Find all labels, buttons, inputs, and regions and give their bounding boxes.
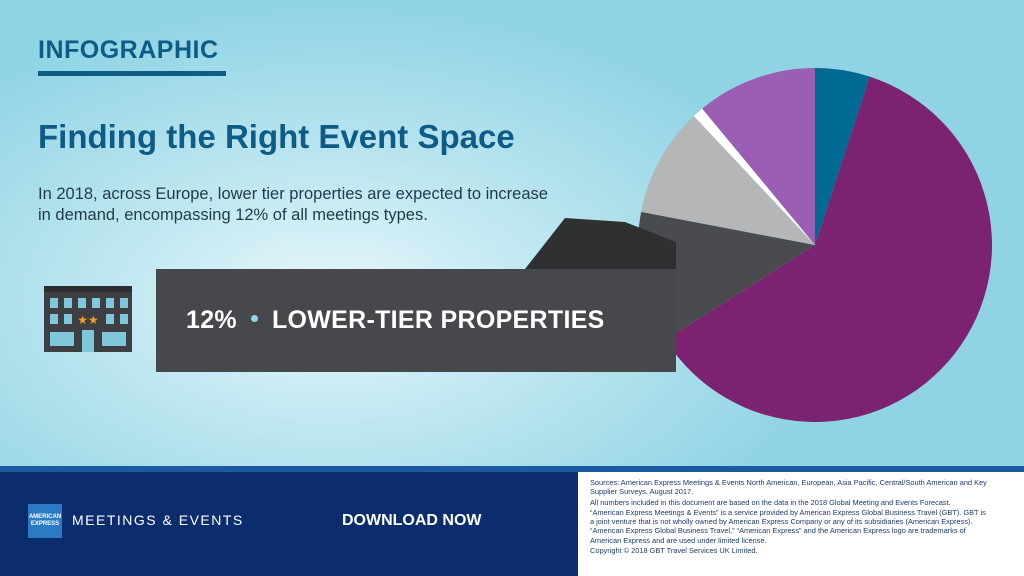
- fine-print-text: Sources: American Express Meetings & Eve…: [590, 478, 990, 556]
- banner-ribbon-fold: [525, 218, 676, 269]
- page-title: Finding the Right Event Space: [38, 118, 515, 155]
- infographic-panel: INFOGRAPHIC Finding the Right Event Spac…: [0, 0, 1024, 466]
- download-now-link[interactable]: DOWNLOAD NOW: [342, 512, 482, 529]
- svg-text:★★: ★★: [77, 313, 99, 327]
- lede-paragraph: In 2018, across Europe, lower tier prope…: [38, 185, 548, 224]
- pie-slice-0: [815, 68, 870, 245]
- bullet-dot: [250, 315, 258, 322]
- fine-print-panel: Sources: American Express Meetings & Eve…: [578, 472, 1024, 576]
- fine-print-data-note: All numbers included in this document ar…: [590, 497, 951, 507]
- pie-slice-3: [641, 115, 815, 245]
- brand-label: MEETINGS & EVENTS: [72, 512, 244, 528]
- american-express-logo[interactable]: AMERICAN EXPRESS: [28, 504, 62, 538]
- callout-text: 12% LOWER-TIER PROPERTIES: [186, 269, 605, 372]
- pie-slice-1: [665, 76, 993, 422]
- callout-label: LOWER-TIER PROPERTIES: [271, 306, 605, 334]
- pie-slice-4: [693, 108, 815, 245]
- fine-print-sources: Sources: American Express Meetings & Eve…: [590, 478, 987, 497]
- kicker-label: INFOGRAPHIC: [38, 36, 219, 64]
- pie-chart: [525, 68, 993, 422]
- pie-slice-5: [702, 68, 815, 245]
- pie-slice-2: [637, 211, 815, 340]
- callout-banner: 12% LOWER-TIER PROPERTIES: [156, 269, 676, 372]
- fine-print-legal: “American Express Meetings & Events” is …: [590, 507, 986, 545]
- fine-print-copyright: Copyright © 2018 GBT Travel Services UK …: [590, 546, 758, 556]
- footer-stripe: [0, 466, 1024, 472]
- callout-value: 12%: [186, 306, 237, 334]
- kicker-underline: [38, 71, 226, 76]
- hotel-building-icon: ★★: [44, 286, 132, 352]
